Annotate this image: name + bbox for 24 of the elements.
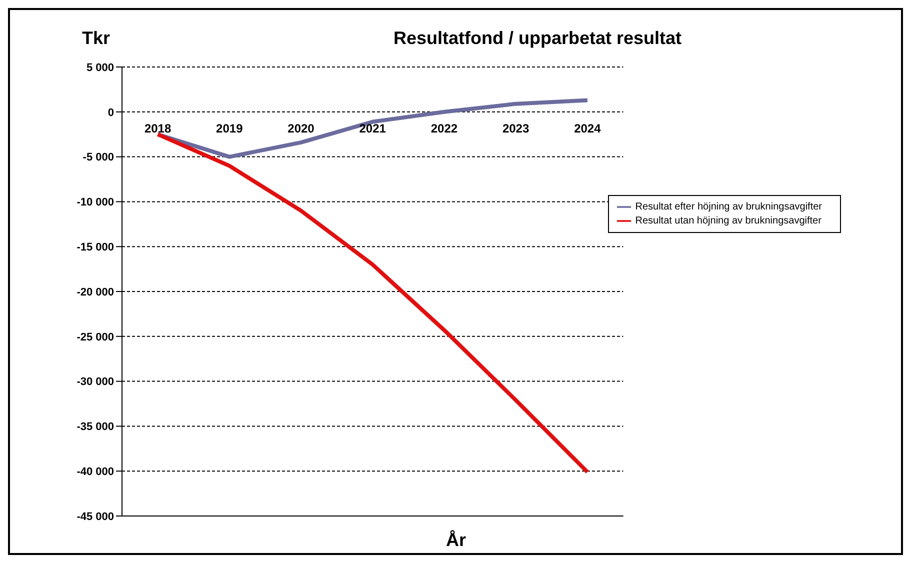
- y-tick-label: 0: [108, 106, 114, 119]
- x-tick-label: 2020: [288, 121, 315, 136]
- x-tick-label: 2024: [574, 121, 602, 136]
- chart-title: Resultatfond / upparbetat resultat: [393, 28, 682, 48]
- y-tick-label: -15 000: [76, 242, 114, 254]
- legend-label: Resultat utan höjning av brukningsavgifter: [635, 216, 822, 227]
- x-tick-label: 2022: [430, 121, 458, 136]
- x-tick-label: 2021: [359, 121, 386, 136]
- y-tick-label: -5 000: [82, 152, 114, 164]
- y-tick-label: -35 000: [76, 421, 114, 434]
- x-tick-label: 2018: [144, 121, 172, 136]
- x-axis-title: År: [446, 530, 466, 551]
- x-tick-label: 2023: [502, 121, 530, 136]
- legend-label: Resultat efter höjning av brukningsavgifter: [635, 202, 822, 213]
- y-tick-label: -40 000: [76, 466, 114, 478]
- y-tick-label: -10 000: [76, 196, 114, 209]
- y-tick-label: -30 000: [76, 376, 114, 388]
- y-tick-label: -25 000: [76, 331, 114, 344]
- y-tick-label: -45 000: [76, 510, 114, 523]
- y-axis-title: Tkr: [82, 28, 110, 49]
- y-tick-label: 5 000: [86, 62, 114, 74]
- x-tick-label: 2019: [216, 121, 244, 136]
- y-tick-label: -20 000: [76, 286, 114, 298]
- line-series: [156, 132, 590, 474]
